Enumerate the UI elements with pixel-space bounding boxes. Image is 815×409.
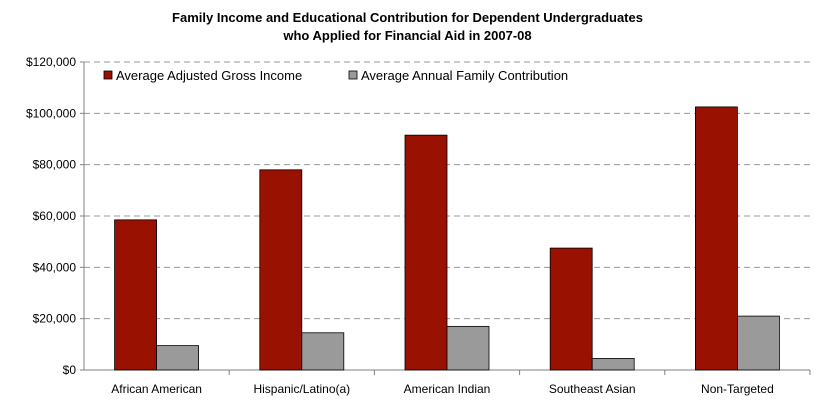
bar: [301, 332, 345, 371]
y-tick-label: $100,000: [26, 106, 76, 120]
x-tick-label: African American: [111, 382, 202, 396]
x-tick-label: American Indian: [404, 382, 491, 396]
bar: [446, 325, 490, 371]
y-tick-label: $20,000: [33, 312, 77, 326]
bar: [404, 134, 448, 371]
x-tick-label: Hispanic/Latino(a): [253, 382, 350, 396]
legend-swatch: [348, 70, 358, 80]
bar: [737, 315, 780, 371]
bar: [259, 169, 303, 371]
chart-subtitle: who Applied for Financial Aid in 2007-08: [283, 28, 532, 43]
bar: [156, 345, 200, 371]
legend-label: Average Adjusted Gross Income: [116, 68, 302, 83]
bar: [549, 247, 593, 371]
y-tick-label: $60,000: [33, 209, 77, 223]
legend-label: Average Annual Family Contribution: [361, 68, 568, 83]
x-tick-label: Southeast Asian: [549, 382, 636, 396]
bar: [695, 106, 738, 371]
bar: [591, 358, 635, 371]
chart-title: Family Income and Educational Contributi…: [172, 10, 643, 25]
y-tick-label: $40,000: [33, 260, 77, 274]
x-tick-label: Non-Targeted: [701, 382, 774, 396]
y-tick-label: $0: [63, 363, 77, 377]
legend-swatch: [103, 70, 113, 80]
bar: [114, 219, 157, 371]
y-tick-label: $120,000: [26, 55, 76, 69]
y-tick-label: $80,000: [33, 158, 77, 172]
